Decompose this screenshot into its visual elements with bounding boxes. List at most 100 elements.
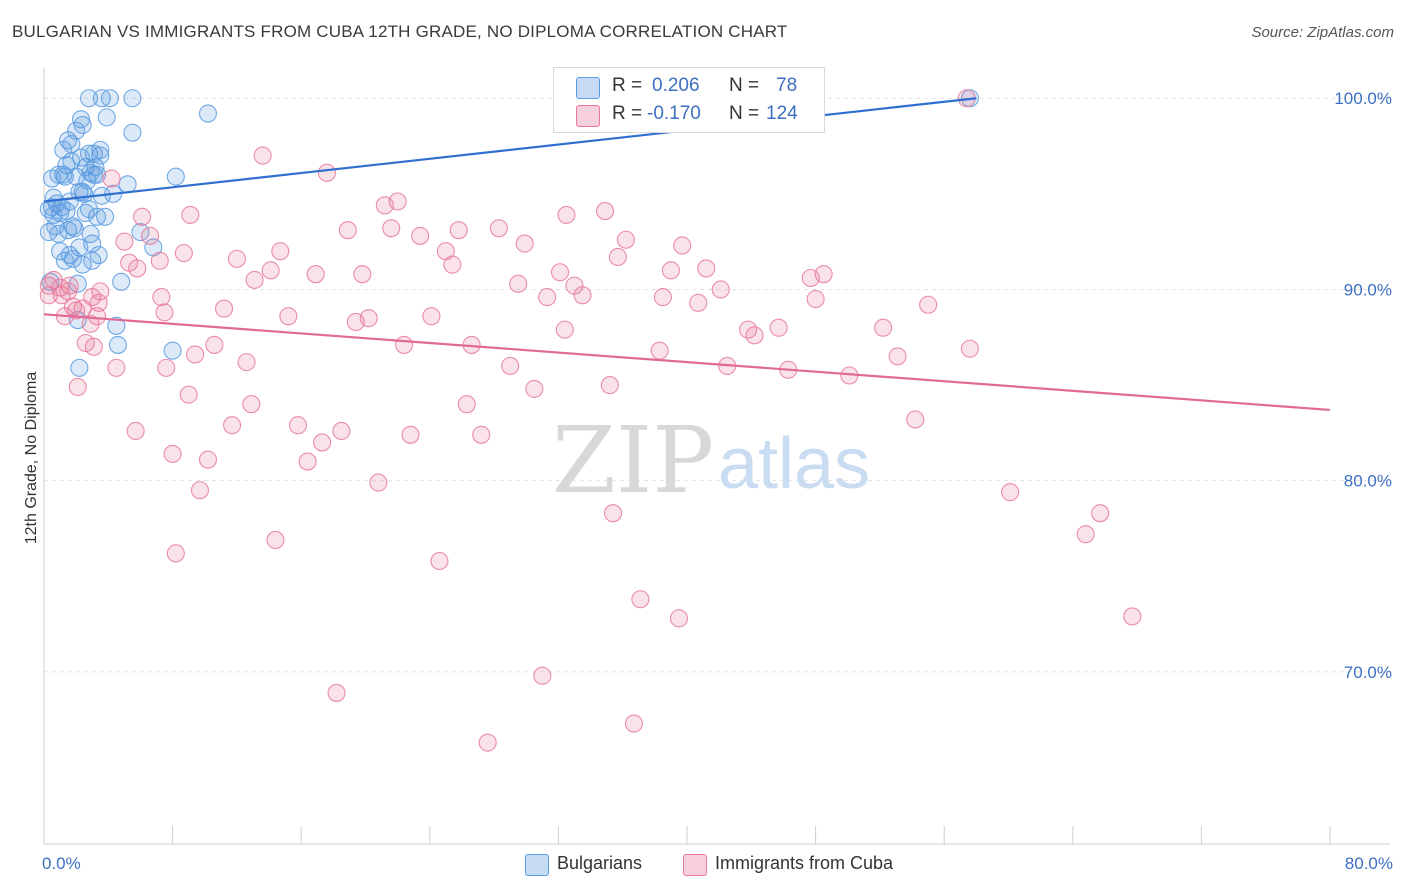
cuba-point bbox=[313, 433, 332, 452]
cuba-point bbox=[298, 452, 317, 471]
cuba-point bbox=[669, 609, 689, 628]
legend-swatch-bulgarians bbox=[576, 77, 600, 99]
cuba-point bbox=[689, 293, 708, 312]
cuba-point bbox=[1123, 607, 1142, 626]
cuba-point bbox=[653, 288, 672, 307]
bulgarians-point bbox=[49, 165, 68, 184]
cuba-point bbox=[388, 192, 407, 211]
cuba-point bbox=[411, 226, 430, 245]
cuba-point bbox=[317, 163, 336, 182]
x-tick-label: 0.0% bbox=[42, 854, 81, 873]
cuba-point bbox=[616, 230, 635, 249]
cuba-point bbox=[888, 347, 907, 366]
cuba-point bbox=[650, 341, 669, 360]
cuba-point bbox=[673, 236, 692, 255]
y-tick-label: 70.0% bbox=[1344, 663, 1392, 682]
bulgarians-point bbox=[96, 207, 115, 226]
cuba-point bbox=[1001, 483, 1020, 502]
cuba-point bbox=[395, 335, 414, 354]
legend-n-label: N = bbox=[729, 103, 760, 124]
cuba-point bbox=[81, 314, 100, 333]
cuba-point bbox=[1091, 504, 1110, 523]
cuba-point bbox=[39, 276, 58, 295]
y-tick-label: 90.0% bbox=[1344, 280, 1392, 299]
cuba-point bbox=[1076, 525, 1095, 544]
cuba-point bbox=[711, 280, 730, 299]
cuba-point bbox=[126, 421, 145, 441]
cuba-point bbox=[198, 450, 218, 469]
bulgarians-point bbox=[55, 251, 74, 270]
cuba-point bbox=[67, 301, 86, 320]
bulgarians-point bbox=[62, 152, 81, 171]
legend-row-cuba: R = -0.170 N = 124 bbox=[554, 101, 824, 129]
cuba-point bbox=[457, 395, 476, 414]
cuba-point bbox=[806, 289, 825, 309]
cuba-point bbox=[624, 714, 644, 733]
bulgarians-trendline bbox=[43, 97, 977, 203]
bottom-legend-label: Immigrants from Cuba bbox=[715, 853, 894, 873]
cuba-point bbox=[489, 219, 508, 238]
bulgarians-point bbox=[123, 123, 142, 142]
bulgarians-point bbox=[163, 341, 182, 360]
cuba-point bbox=[595, 202, 615, 221]
cuba-point bbox=[253, 146, 272, 165]
cuba-point bbox=[501, 356, 520, 376]
bulgarians-point bbox=[79, 144, 99, 163]
cuba-point bbox=[266, 530, 285, 550]
cuba-point bbox=[550, 263, 570, 282]
cuba-point bbox=[242, 395, 261, 414]
bulgarians-point bbox=[79, 89, 99, 108]
bulgarians-point bbox=[60, 192, 79, 211]
cuba-point bbox=[306, 265, 325, 284]
bulgarians-point bbox=[83, 234, 102, 253]
cuba-point bbox=[141, 226, 160, 245]
bulgarians-point bbox=[73, 255, 92, 274]
bulgarians-point bbox=[107, 316, 126, 335]
legend-n-label: N = bbox=[729, 75, 760, 96]
cuba-point bbox=[133, 207, 152, 226]
cuba-point bbox=[68, 377, 87, 397]
bulgarians-point bbox=[108, 335, 127, 354]
bulgarians-point bbox=[42, 198, 62, 217]
cuba-point bbox=[227, 249, 246, 268]
cuba-point bbox=[555, 320, 574, 339]
cuba-point bbox=[261, 261, 280, 280]
cuba-point bbox=[214, 299, 234, 318]
cuba-point bbox=[60, 276, 79, 295]
cuba-point bbox=[174, 244, 193, 263]
cuba-point bbox=[906, 410, 925, 429]
bulgarians-point bbox=[97, 108, 116, 127]
cuba-point bbox=[157, 358, 176, 377]
watermark-atlas: atlas bbox=[718, 424, 870, 504]
bulgarians-point bbox=[131, 223, 150, 242]
cuba-trendline bbox=[43, 313, 1331, 412]
legend-n-value: 124 bbox=[766, 103, 798, 124]
cuba-point bbox=[600, 376, 619, 395]
cuba-point bbox=[84, 337, 103, 356]
cuba-point bbox=[166, 544, 185, 563]
bulgarians-point bbox=[81, 224, 100, 244]
cuba-point bbox=[186, 345, 205, 364]
legend-row-bulgarians: R = 0.206 N = 78 bbox=[554, 73, 824, 101]
cuba-point bbox=[237, 353, 256, 372]
bulgarians-point bbox=[89, 245, 108, 265]
cuba-point bbox=[478, 733, 497, 752]
cuba-point bbox=[515, 234, 534, 253]
cuba-point bbox=[608, 247, 627, 267]
y-tick-label: 80.0% bbox=[1344, 472, 1392, 491]
legend-swatch-cuba bbox=[576, 105, 600, 127]
cuba-point bbox=[382, 219, 401, 238]
cuba-point bbox=[288, 416, 308, 435]
cuba-point bbox=[150, 251, 169, 270]
bulgarians-point bbox=[73, 115, 92, 135]
bottom-legend-swatch bbox=[683, 854, 707, 876]
cuba-point bbox=[422, 307, 441, 326]
cuba-point bbox=[557, 205, 576, 224]
cuba-point bbox=[369, 473, 388, 492]
cuba-point bbox=[190, 481, 209, 500]
watermark-zip: ZIP bbox=[552, 407, 714, 514]
cuba-point bbox=[91, 282, 110, 301]
cuba-point bbox=[814, 265, 833, 284]
source-label: Source: ZipAtlas.com bbox=[1251, 24, 1394, 41]
bulgarians-point bbox=[118, 175, 137, 194]
